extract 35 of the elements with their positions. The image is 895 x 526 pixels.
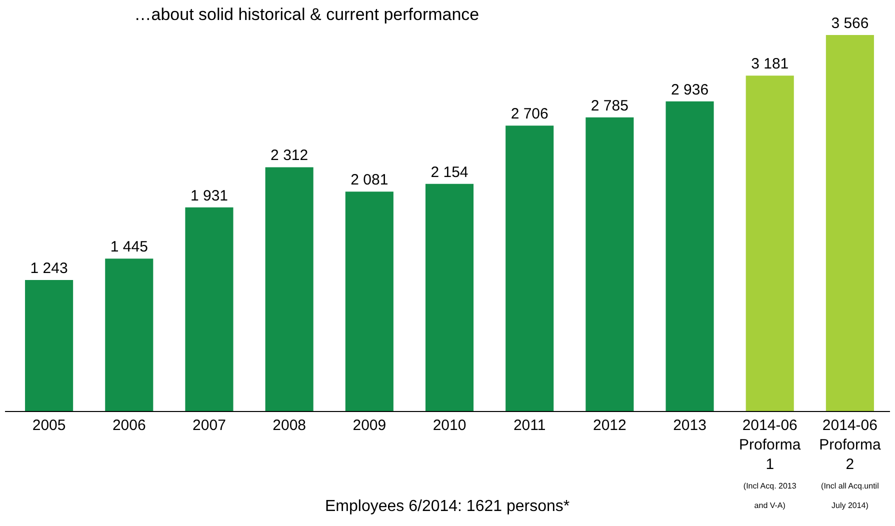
x-tick-label: 2008 — [272, 417, 306, 434]
data-label: 2 785 — [590, 97, 628, 114]
bar — [25, 280, 74, 411]
bar — [666, 101, 714, 411]
x-tick-label: 2006 — [112, 417, 146, 434]
bar — [185, 207, 234, 411]
bar — [586, 117, 634, 411]
x-tick-label: 2010 — [432, 417, 466, 434]
bar — [105, 258, 154, 411]
data-label: 3 566 — [831, 15, 869, 32]
x-tick-label: 2012 — [592, 417, 626, 434]
category-label: 2014-06 Proforma 2 (Incl all Acq.until July 2014) — [819, 417, 881, 510]
category-label: 2014-06 Proforma 1 (Incl Acq. 2013 and V-A) — [739, 417, 801, 510]
data-label: 2 936 — [671, 81, 709, 98]
bar — [345, 192, 394, 411]
chart-title: …about solid historical & current performance — [134, 4, 480, 24]
data-label: 2 081 — [350, 172, 388, 189]
x-tick-label: 2007 — [192, 417, 226, 434]
bar — [826, 35, 874, 411]
x-tick-label: 2011 — [513, 417, 546, 434]
data-label: 1 931 — [190, 187, 228, 204]
data-label: 2 154 — [430, 164, 468, 181]
bar — [506, 126, 554, 411]
data-label: 2 706 — [510, 106, 548, 123]
bar — [425, 184, 474, 411]
text: Employees 6/2014: 1621 persons* — [325, 498, 570, 515]
x-tick-label: 2013 — [673, 417, 706, 434]
x-tick-label: 2009 — [352, 417, 386, 434]
data-label: 1 243 — [30, 260, 68, 277]
data-label: 3 181 — [751, 56, 789, 73]
x-tick-label: 2005 — [32, 417, 66, 434]
data-label: 1 445 — [110, 238, 148, 256]
data-label: 2 312 — [270, 147, 308, 164]
bar — [746, 76, 794, 411]
bar — [265, 167, 314, 411]
